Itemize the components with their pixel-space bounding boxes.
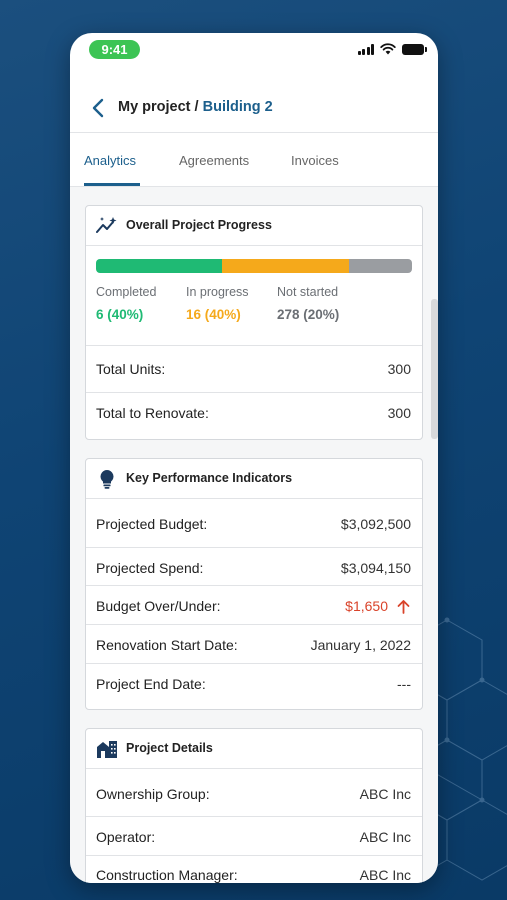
row-divider [86, 624, 422, 625]
renovation-start-label: Renovation Start Date: [96, 637, 238, 653]
row-divider [86, 547, 422, 548]
buildings-icon [97, 741, 117, 758]
budget-over-under-amount: $1,650 [345, 598, 388, 614]
total-to-renovate-row: Total to Renovate: 300 [86, 393, 422, 433]
projected-spend-value: $3,094,150 [340, 560, 411, 576]
ownership-group-value: ABC Inc [359, 786, 411, 802]
project-end-row: Project End Date: --- [86, 664, 422, 704]
cellular-signal-icon [357, 43, 374, 55]
details-card: Project Details Ownership Group: ABC Inc… [85, 728, 423, 883]
row-divider [86, 816, 422, 817]
scrollbar[interactable] [431, 299, 438, 439]
progress-segment-in-progress [222, 259, 349, 273]
breadcrumb: My project / Building 2 [118, 99, 273, 115]
operator-value: ABC Inc [359, 829, 411, 845]
legend-not-started-label: Not started [277, 285, 339, 299]
project-end-value: --- [397, 676, 411, 692]
kpi-card-header: Key Performance Indicators [86, 459, 422, 499]
budget-over-under-value: $1,650 [345, 598, 411, 614]
total-to-renovate-value: 300 [387, 405, 411, 421]
lightbulb-icon [100, 470, 114, 489]
progress-segment-completed [96, 259, 223, 273]
legend-completed-value: 6 (40%) [96, 307, 144, 322]
project-end-label: Project End Date: [96, 676, 206, 692]
details-card-title: Project Details [126, 741, 213, 755]
sparkle-trend-icon [96, 217, 117, 233]
progress-bar [96, 259, 412, 273]
operator-row: Operator: ABC Inc [86, 817, 422, 857]
wifi-icon [380, 43, 396, 55]
progress-card-header: Overall Project Progress [86, 206, 422, 246]
arrow-up-icon [397, 600, 410, 614]
tab-bar: Analytics Agreements Invoices [70, 143, 438, 187]
legend-in-progress-label: In progress [186, 285, 249, 299]
construction-manager-row: Construction Manager: ABC Inc [86, 855, 422, 883]
row-divider [86, 855, 422, 856]
status-icons [357, 43, 427, 55]
ownership-group-label: Ownership Group: [96, 786, 210, 802]
legend-not-started-value: 278 (20%) [277, 307, 340, 322]
kpi-card: Key Performance Indicators Projected Bud… [85, 458, 423, 710]
projected-spend-row: Projected Spend: $3,094,150 [86, 548, 422, 588]
kpi-card-title: Key Performance Indicators [126, 471, 293, 485]
construction-manager-value: ABC Inc [359, 867, 411, 883]
row-divider [86, 663, 422, 664]
total-to-renovate-label: Total to Renovate: [96, 405, 209, 421]
progress-segment-not-started [348, 259, 412, 273]
progress-card: Overall Project Progress Completed 6 (40… [85, 205, 423, 440]
analytics-content: Overall Project Progress Completed 6 (40… [70, 187, 438, 883]
total-units-row: Total Units: 300 [86, 349, 422, 389]
ownership-group-row: Ownership Group: ABC Inc [86, 774, 422, 814]
tab-analytics[interactable]: Analytics [84, 153, 137, 168]
operator-label: Operator: [96, 829, 156, 845]
status-time: 9:41 [89, 40, 140, 59]
status-bar: 9:41 [70, 33, 438, 67]
renovation-start-value: January 1, 2022 [310, 637, 411, 653]
battery-icon [402, 43, 427, 55]
budget-over-under-row: Budget Over/Under: $1,650 [86, 586, 422, 626]
tabs-divider [70, 186, 438, 187]
legend-completed-label: Completed [96, 285, 157, 299]
row-divider [86, 345, 422, 346]
tab-invoices[interactable]: Invoices [291, 153, 339, 168]
row-divider [86, 585, 422, 586]
tab-agreements[interactable]: Agreements [179, 153, 250, 168]
back-chevron-icon[interactable] [87, 96, 111, 120]
projected-budget-value: $3,092,500 [340, 516, 411, 532]
progress-card-title: Overall Project Progress [126, 218, 272, 232]
active-tab-indicator [84, 183, 140, 186]
renovation-start-row: Renovation Start Date: January 1, 2022 [86, 625, 422, 665]
page-header: My project / Building 2 [70, 83, 438, 133]
breadcrumb-separator: / [190, 99, 203, 115]
legend-in-progress: In progress 16 (40%) [186, 285, 249, 322]
header-divider [70, 132, 438, 133]
total-units-value: 300 [387, 361, 411, 377]
details-card-header: Project Details [86, 729, 422, 769]
construction-manager-label: Construction Manager: [96, 867, 238, 883]
projected-spend-label: Projected Spend: [96, 560, 204, 576]
phone-screen: 9:41 My project / Building 2 Analytics A… [70, 33, 438, 883]
legend-in-progress-value: 16 (40%) [186, 307, 241, 322]
total-units-label: Total Units: [96, 361, 166, 377]
projected-budget-label: Projected Budget: [96, 516, 208, 532]
budget-over-under-label: Budget Over/Under: [96, 598, 221, 614]
projected-budget-row: Projected Budget: $3,092,500 [86, 504, 422, 544]
legend-completed: Completed 6 (40%) [96, 285, 156, 322]
breadcrumb-current: Building 2 [202, 99, 273, 115]
legend-not-started: Not started 278 (20%) [277, 285, 339, 322]
breadcrumb-parent[interactable]: My project [118, 99, 191, 115]
row-divider [86, 392, 422, 393]
